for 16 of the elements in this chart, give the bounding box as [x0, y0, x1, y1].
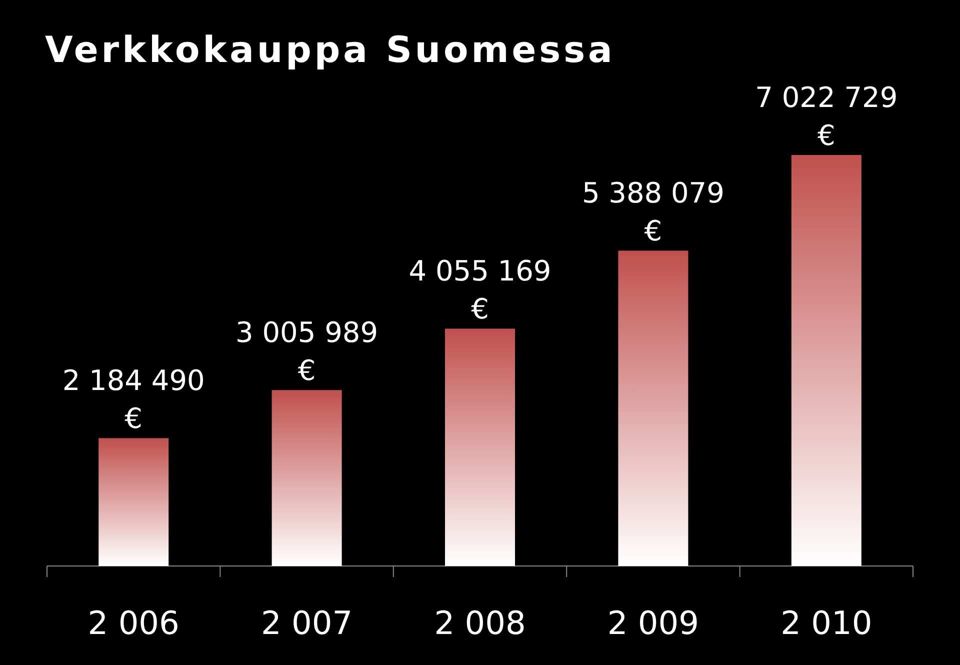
x-tick-label: 2 010: [780, 604, 872, 642]
bar: [791, 155, 862, 566]
x-tick-label: 2 006: [88, 604, 180, 642]
bar: [98, 438, 169, 566]
data-label: 2 184 490 €: [62, 364, 205, 436]
data-label: 7 022 729 €: [755, 81, 898, 152]
bar: [618, 250, 688, 566]
x-tick-label: 2 007: [260, 604, 353, 642]
bar: [272, 390, 342, 566]
bar: [445, 328, 515, 566]
data-label: 4 055 169 €: [408, 254, 552, 326]
data-label: 3 005 989 €: [236, 316, 378, 388]
chart-title: Verkkokauppa Suomessa: [45, 30, 616, 71]
x-tick-label: 2 008: [434, 604, 526, 642]
data-label: 5 388 079 €: [582, 176, 724, 248]
x-tick-label: 2 009: [607, 604, 700, 642]
